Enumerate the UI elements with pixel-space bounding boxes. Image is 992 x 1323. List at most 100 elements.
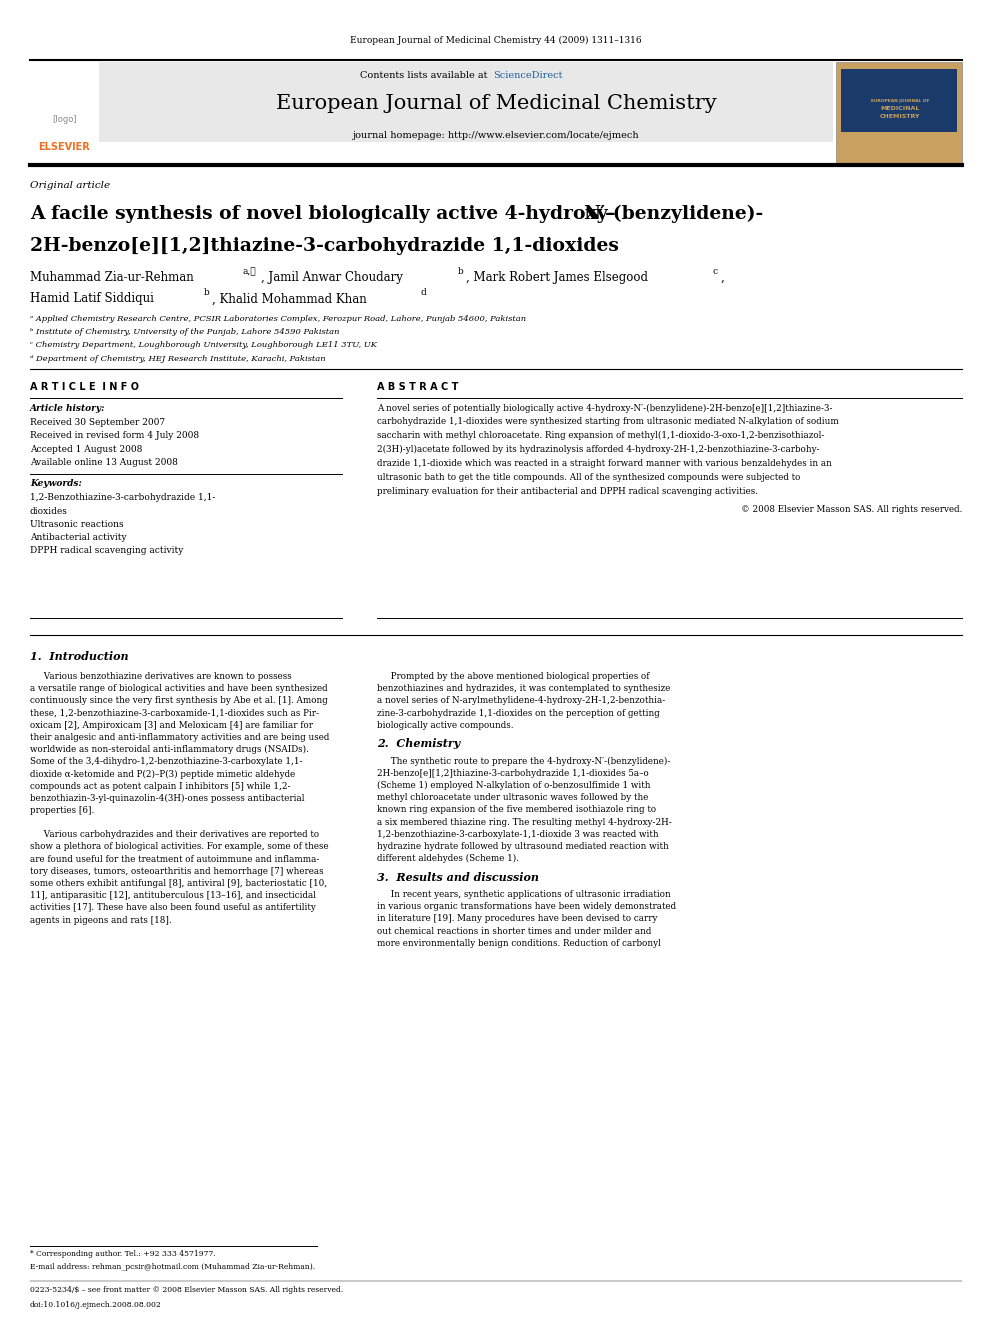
Text: [logo]: [logo]: [53, 115, 76, 123]
Text: ,: ,: [720, 271, 724, 284]
Text: Original article: Original article: [30, 181, 110, 191]
Text: a,⋆: a,⋆: [242, 267, 256, 277]
Text: 2.  Chemistry: 2. Chemistry: [377, 738, 460, 749]
Text: properties [6].: properties [6].: [30, 806, 94, 815]
Text: A facile synthesis of novel biologically active 4-hydroxy-: A facile synthesis of novel biologically…: [30, 205, 615, 224]
Text: European Journal of Medicinal Chemistry 44 (2009) 1311–1316: European Journal of Medicinal Chemistry …: [350, 36, 642, 45]
Text: MEDICINAL: MEDICINAL: [880, 106, 920, 111]
Text: these, 1,2-benzothiazine-3-carboxamide-1,1-dioxides such as Pir-: these, 1,2-benzothiazine-3-carboxamide-1…: [30, 709, 318, 717]
Text: 3.  Results and discussion: 3. Results and discussion: [377, 872, 539, 882]
Text: © 2008 Elsevier Masson SAS. All rights reserved.: © 2008 Elsevier Masson SAS. All rights r…: [741, 504, 962, 513]
Text: Received 30 September 2007: Received 30 September 2007: [30, 418, 165, 427]
Text: Muhammad Zia-ur-Rehman: Muhammad Zia-ur-Rehman: [30, 271, 193, 284]
Text: Available online 13 August 2008: Available online 13 August 2008: [30, 458, 178, 467]
Text: 1,2-Benzothiazine-3-carbohydrazide 1,1-: 1,2-Benzothiazine-3-carbohydrazide 1,1-: [30, 493, 215, 503]
Text: ᵇ Institute of Chemistry, University of the Punjab, Lahore 54590 Pakistan: ᵇ Institute of Chemistry, University of …: [30, 328, 339, 336]
Text: benzothiazines and hydrazides, it was contemplated to synthesize: benzothiazines and hydrazides, it was co…: [377, 684, 671, 693]
Text: CHEMISTRY: CHEMISTRY: [880, 114, 920, 119]
Text: b: b: [203, 288, 209, 298]
Text: c: c: [712, 267, 717, 277]
Text: Various benzothiazine derivatives are known to possess: Various benzothiazine derivatives are kn…: [30, 672, 292, 681]
Text: hydrazine hydrate followed by ultrasound mediated reaction with: hydrazine hydrate followed by ultrasound…: [377, 841, 669, 851]
Text: Hamid Latif Siddiqui: Hamid Latif Siddiqui: [30, 292, 154, 306]
Text: Received in revised form 4 July 2008: Received in revised form 4 July 2008: [30, 431, 198, 441]
Text: a six membered thiazine ring. The resulting methyl 4-hydroxy-2H-: a six membered thiazine ring. The result…: [377, 818, 672, 827]
Text: , Jamil Anwar Choudary: , Jamil Anwar Choudary: [261, 271, 403, 284]
Text: b: b: [457, 267, 463, 277]
Text: Prompted by the above mentioned biological properties of: Prompted by the above mentioned biologic…: [377, 672, 650, 681]
Text: ᵈ Department of Chemistry, HEJ Research Institute, Karachi, Pakistan: ᵈ Department of Chemistry, HEJ Research …: [30, 355, 325, 363]
Text: N′-(benzylidene)-: N′-(benzylidene)-: [583, 205, 764, 224]
Text: biologically active compounds.: biologically active compounds.: [377, 721, 514, 730]
Text: ScienceDirect: ScienceDirect: [493, 71, 562, 81]
Text: saccharin with methyl chloroacetate. Ring expansion of methyl(1,1-dioxido-3-oxo-: saccharin with methyl chloroacetate. Rin…: [377, 431, 824, 441]
Text: E-mail address: rehman_pcsir@hotmail.com (Muhammad Zia-ur-Rehman).: E-mail address: rehman_pcsir@hotmail.com…: [30, 1263, 314, 1271]
Text: worldwide as non-steroidal anti-inflammatory drugs (NSAIDs).: worldwide as non-steroidal anti-inflamma…: [30, 745, 309, 754]
Text: their analgesic and anti-inflammatory activities and are being used: their analgesic and anti-inflammatory ac…: [30, 733, 329, 742]
Text: Ultrasonic reactions: Ultrasonic reactions: [30, 520, 123, 529]
Text: different aldehydes (Scheme 1).: different aldehydes (Scheme 1).: [377, 855, 519, 863]
FancyBboxPatch shape: [79, 62, 833, 142]
Text: 1.  Introduction: 1. Introduction: [30, 651, 128, 662]
Text: show a plethora of biological activities. For example, some of these: show a plethora of biological activities…: [30, 843, 328, 852]
Text: ᵃ Applied Chemistry Research Centre, PCSIR Laboratories Complex, Ferozpur Road, : ᵃ Applied Chemistry Research Centre, PCS…: [30, 315, 526, 323]
Text: Various carbohydrazides and their derivatives are reported to: Various carbohydrazides and their deriva…: [30, 831, 318, 839]
Text: 2H-benzo[e][1,2]thiazine-3-carbohydrazide 1,1-dioxides 5a–o: 2H-benzo[e][1,2]thiazine-3-carbohydrazid…: [377, 769, 649, 778]
Text: 0223-5234/$ – see front matter © 2008 Elsevier Masson SAS. All rights reserved.: 0223-5234/$ – see front matter © 2008 El…: [30, 1286, 343, 1294]
Text: in various organic transformations have been widely demonstrated: in various organic transformations have …: [377, 902, 677, 912]
Text: some others exhibit antifungal [8], antiviral [9], bacteriostatic [10,: some others exhibit antifungal [8], anti…: [30, 878, 327, 888]
Text: Keywords:: Keywords:: [30, 479, 81, 488]
Text: 1,2-benzothiazine-3-carboxylate-1,1-dioxide 3 was reacted with: 1,2-benzothiazine-3-carboxylate-1,1-diox…: [377, 830, 659, 839]
Text: ELSEVIER: ELSEVIER: [39, 142, 90, 152]
Text: more environmentally benign conditions. Reduction of carbonyl: more environmentally benign conditions. …: [377, 939, 661, 947]
Text: (Scheme 1) employed N-alkylation of o-benzosulfimide 1 with: (Scheme 1) employed N-alkylation of o-be…: [377, 781, 651, 790]
Text: In recent years, synthetic applications of ultrasonic irradiation: In recent years, synthetic applications …: [377, 890, 671, 900]
Text: in literature [19]. Many procedures have been devised to carry: in literature [19]. Many procedures have…: [377, 914, 658, 923]
Text: oxicam [2], Ampiroxicam [3] and Meloxicam [4] are familiar for: oxicam [2], Ampiroxicam [3] and Meloxica…: [30, 721, 312, 730]
Text: A novel series of potentially biologically active 4-hydroxy-N′-(benzylidene)-2H-: A novel series of potentially biological…: [377, 404, 832, 413]
Text: methyl chloroacetate under ultrasonic waves followed by the: methyl chloroacetate under ultrasonic wa…: [377, 794, 649, 802]
Text: A B S T R A C T: A B S T R A C T: [377, 382, 458, 393]
Text: dioxide α-ketomide and P(2)–P(3) peptide mimetic aldehyde: dioxide α-ketomide and P(2)–P(3) peptide…: [30, 770, 295, 778]
Text: The synthetic route to prepare the 4-hydroxy-N′-(benzylidene)-: The synthetic route to prepare the 4-hyd…: [377, 757, 671, 766]
Text: drazide 1,1-dioxide which was reacted in a straight forward manner with various : drazide 1,1-dioxide which was reacted in…: [377, 459, 832, 468]
Text: Contents lists available at: Contents lists available at: [360, 71, 491, 81]
Text: dioxides: dioxides: [30, 507, 67, 516]
Text: Antibacterial activity: Antibacterial activity: [30, 533, 126, 542]
Text: European Journal of Medicinal Chemistry: European Journal of Medicinal Chemistry: [276, 94, 716, 112]
Text: , Khalid Mohammad Khan: , Khalid Mohammad Khan: [212, 292, 367, 306]
Text: Article history:: Article history:: [30, 404, 105, 413]
Text: continuously since the very first synthesis by Abe et al. [1]. Among: continuously since the very first synthe…: [30, 696, 327, 705]
Text: A R T I C L E  I N F O: A R T I C L E I N F O: [30, 382, 139, 393]
Text: d: d: [421, 288, 427, 298]
Text: out chemical reactions in shorter times and under milder and: out chemical reactions in shorter times …: [377, 926, 652, 935]
Text: a versatile range of biological activities and have been synthesized: a versatile range of biological activiti…: [30, 684, 327, 693]
FancyBboxPatch shape: [841, 69, 957, 132]
Text: EUROPEAN JOURNAL OF: EUROPEAN JOURNAL OF: [871, 98, 929, 103]
FancyBboxPatch shape: [30, 62, 99, 161]
Text: Some of the 3,4-dihydro-1,2-benzothiazine-3-carboxylate 1,1-: Some of the 3,4-dihydro-1,2-benzothiazin…: [30, 757, 303, 766]
Text: carbohydrazide 1,1-dioxides were synthesized starting from ultrasonic mediated N: carbohydrazide 1,1-dioxides were synthes…: [377, 418, 838, 426]
Text: 2(3H)-yl)acetate followed by its hydrazinolysis afforded 4-hydroxy-2H-1,2-benzot: 2(3H)-yl)acetate followed by its hydrazi…: [377, 445, 819, 454]
Text: 2H-benzo[e][1,2]thiazine-3-carbohydrazide 1,1-dioxides: 2H-benzo[e][1,2]thiazine-3-carbohydrazid…: [30, 237, 619, 255]
Text: activities [17]. These have also been found useful as antifertility: activities [17]. These have also been fo…: [30, 904, 315, 913]
Text: tory diseases, tumors, osteoarthritis and hemorrhage [7] whereas: tory diseases, tumors, osteoarthritis an…: [30, 867, 323, 876]
Text: DPPH radical scavenging activity: DPPH radical scavenging activity: [30, 546, 184, 556]
Text: * Corresponding author. Tel.: +92 333 4571977.: * Corresponding author. Tel.: +92 333 45…: [30, 1250, 215, 1258]
Text: 11], antiparasitic [12], antituberculous [13–16], and insecticidal: 11], antiparasitic [12], antituberculous…: [30, 892, 315, 900]
Text: Accepted 1 August 2008: Accepted 1 August 2008: [30, 445, 142, 454]
Text: ᶜ Chemistry Department, Loughborough University, Loughborough LE11 3TU, UK: ᶜ Chemistry Department, Loughborough Uni…: [30, 341, 377, 349]
Text: doi:10.1016/j.ejmech.2008.08.002: doi:10.1016/j.ejmech.2008.08.002: [30, 1301, 162, 1308]
Text: compounds act as potent calpain I inhibitors [5] while 1,2-: compounds act as potent calpain I inhibi…: [30, 782, 291, 791]
Text: benzothiazin-3-yl-quinazolin-4(3H)-ones possess antibacterial: benzothiazin-3-yl-quinazolin-4(3H)-ones …: [30, 794, 305, 803]
Text: journal homepage: http://www.elsevier.com/locate/ejmech: journal homepage: http://www.elsevier.co…: [353, 131, 639, 140]
Text: , Mark Robert James Elsegood: , Mark Robert James Elsegood: [466, 271, 648, 284]
Text: a novel series of N-arylmethylidene-4-hydroxy-2H-1,2-benzothia-: a novel series of N-arylmethylidene-4-hy…: [377, 696, 666, 705]
Text: zine-3-carbohydrazide 1,1-dioxides on the perception of getting: zine-3-carbohydrazide 1,1-dioxides on th…: [377, 709, 660, 717]
Text: known ring expansion of the five membered isothiazole ring to: known ring expansion of the five membere…: [377, 806, 656, 815]
FancyBboxPatch shape: [836, 62, 962, 165]
Text: ultrasonic bath to get the title compounds. All of the synthesized compounds wer: ultrasonic bath to get the title compoun…: [377, 472, 801, 482]
Text: preliminary evaluation for their antibacterial and DPPH radical scavenging activ: preliminary evaluation for their antibac…: [377, 487, 758, 496]
Text: are found useful for the treatment of autoimmune and inflamma-: are found useful for the treatment of au…: [30, 855, 319, 864]
Text: agents in pigeons and rats [18].: agents in pigeons and rats [18].: [30, 916, 172, 925]
